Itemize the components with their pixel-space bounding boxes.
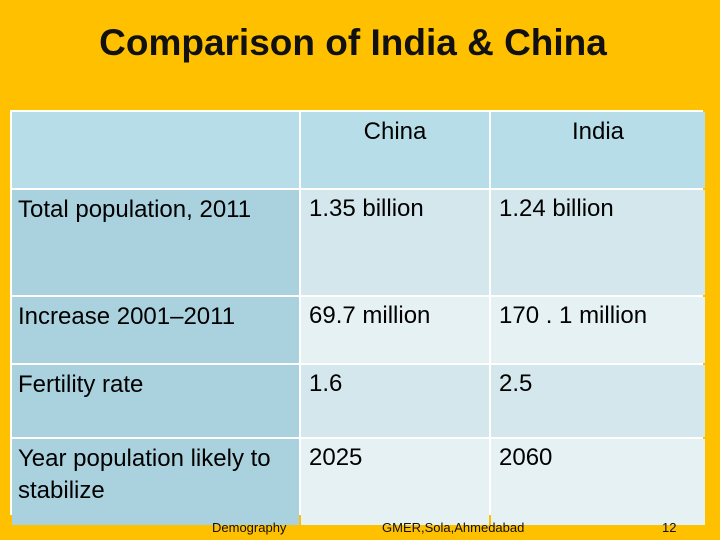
row-label: Total population, 2011 <box>12 190 299 295</box>
header-empty-cell <box>12 112 299 188</box>
cell-india: 2.5 <box>491 365 705 437</box>
footer-left-text: Demography <box>212 520 287 535</box>
table-row: Fertility rate 1.6 2.5 <box>12 365 705 437</box>
table-header-row: China India <box>12 112 705 188</box>
slide-title: Comparison of India & China <box>99 22 607 63</box>
row-label: Increase 2001–2011 <box>12 297 299 363</box>
table-row: Year population likely to stabilize 2025… <box>12 439 705 525</box>
cell-india: 170 . 1 million <box>491 297 705 363</box>
header-india: India <box>491 112 705 188</box>
table-row: Total population, 2011 1.35 billion 1.24… <box>12 190 705 295</box>
cell-india: 2060 <box>491 439 705 525</box>
cell-china: 1.35 billion <box>301 190 489 295</box>
page-number: 12 <box>662 520 677 535</box>
cell-india: 1.24 billion <box>491 190 705 295</box>
footer-center-text: GMER,Sola,Ahmedabad <box>382 520 525 535</box>
row-label: Fertility rate <box>12 365 299 437</box>
comparison-table: China India Total population, 2011 1.35 … <box>10 110 705 525</box>
table-row: Increase 2001–2011 69.7 million 170 . 1 … <box>12 297 705 363</box>
cell-china: 69.7 million <box>301 297 489 363</box>
row-label: Year population likely to stabilize <box>12 439 299 525</box>
cell-china: 2025 <box>301 439 489 525</box>
cell-china: 1.6 <box>301 365 489 437</box>
header-china: China <box>301 112 489 188</box>
